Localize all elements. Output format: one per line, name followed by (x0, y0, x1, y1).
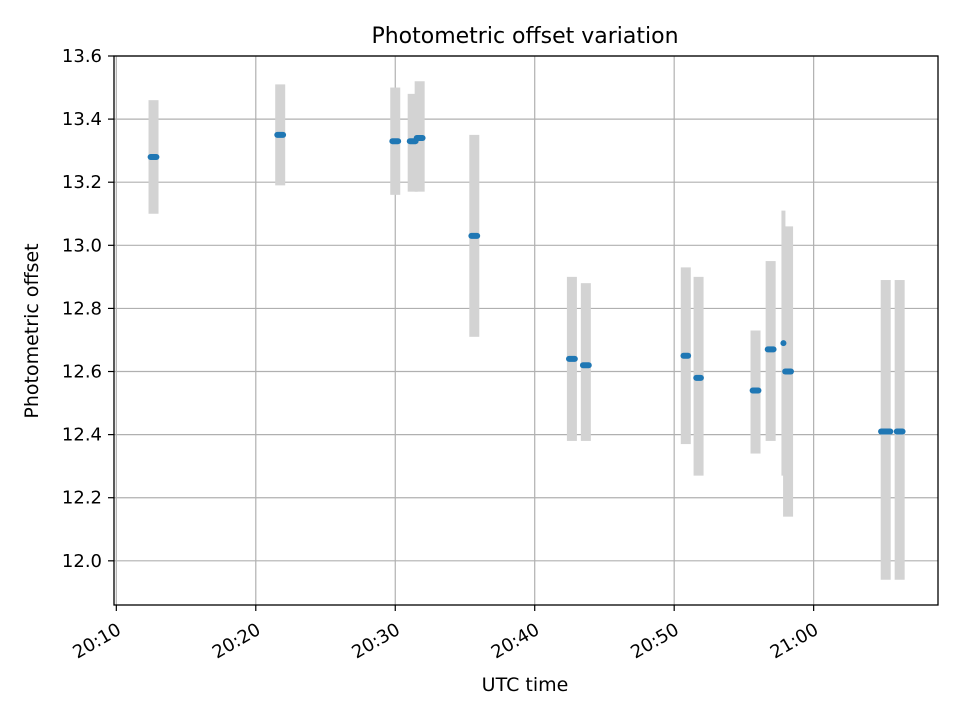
chart-title: Photometric offset variation (371, 24, 678, 49)
y-tick-label: 13.4 (62, 109, 102, 130)
y-tick-label: 13.0 (62, 235, 102, 256)
plot-frame (113, 55, 939, 606)
y-axis-ticks: 12.0 12.2 12.4 12.6 12.8 13.0 13.2 13.4 13.6 (62, 46, 114, 572)
y-tick-label: 12.6 (62, 362, 102, 383)
data-points (147, 131, 906, 435)
y-tick-label: 13.6 (62, 46, 102, 67)
error-bar (580, 283, 591, 441)
y-tick-label: 13.2 (62, 172, 102, 193)
y-tick-label: 12.4 (62, 425, 102, 446)
y-tick-label: 12.8 (62, 298, 102, 319)
y-tick-label: 12.2 (62, 488, 102, 509)
data-point (780, 340, 787, 347)
x-axis-label: UTC time (482, 674, 569, 696)
y-axis-label: Photometric offset (21, 243, 43, 418)
y-tick-label: 12.0 (62, 551, 102, 572)
